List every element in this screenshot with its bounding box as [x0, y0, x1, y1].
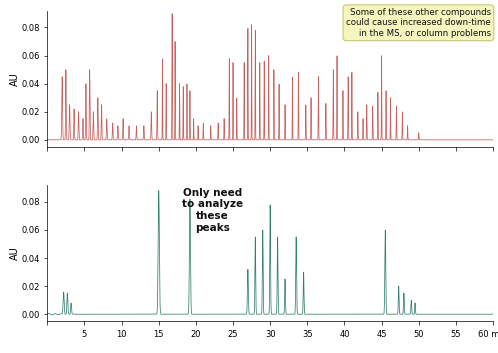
Y-axis label: AU: AU	[10, 246, 20, 260]
Text: Some of these other compounds
could cause increased down-time
in the MS, or colu: Some of these other compounds could caus…	[346, 8, 491, 38]
Y-axis label: AU: AU	[10, 72, 20, 85]
Text: Only need
to analyze
these
peaks: Only need to analyze these peaks	[182, 188, 243, 233]
